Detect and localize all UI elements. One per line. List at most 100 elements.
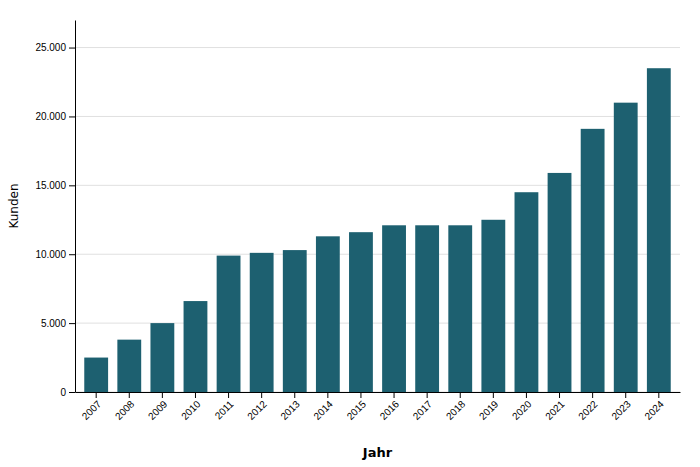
axis-line (75, 21, 76, 393)
bar (448, 225, 472, 392)
bar (382, 225, 406, 392)
y-tick-mark (69, 392, 75, 393)
x-tick: 2015 (345, 392, 369, 422)
x-tick: 2023 (609, 392, 633, 422)
y-tick: 5.000 (41, 318, 75, 329)
y-axis: 0 5.000 10.000 15.000 20.000 25.000 (35, 21, 75, 398)
x-tick: 2021 (543, 392, 567, 422)
x-tick-mark (162, 392, 163, 398)
y-tick-label: 25.000 (35, 42, 66, 53)
x-tick-label: 2015 (345, 398, 369, 422)
x-tick-label: 2021 (543, 398, 567, 422)
bar (647, 68, 671, 392)
y-tick-label: 0 (60, 387, 66, 398)
x-tick-mark (261, 392, 262, 398)
x-tick-mark (625, 392, 626, 398)
x-tick-mark (327, 392, 328, 398)
grid-line (75, 116, 680, 117)
bar (349, 232, 373, 392)
grid-line (75, 47, 680, 48)
bar (84, 358, 108, 392)
x-tick: 2012 (245, 392, 269, 422)
y-tick: 10.000 (35, 249, 75, 260)
bar (515, 192, 539, 392)
y-tick-mark (69, 185, 75, 186)
bar (614, 103, 638, 392)
bar (415, 225, 439, 392)
x-tick-mark (360, 392, 361, 398)
x-tick-mark (96, 392, 97, 398)
y-tick-mark (69, 48, 75, 49)
axis-line (76, 392, 681, 393)
grid (75, 48, 680, 392)
y-tick: 0 (60, 387, 75, 398)
y-tick-mark (69, 116, 75, 117)
y-tick-label: 10.000 (35, 249, 66, 260)
x-tick-mark (195, 392, 196, 398)
x-tick-mark (592, 392, 593, 398)
x-tick-label: 2013 (278, 398, 302, 422)
x-tick-label: 2014 (311, 398, 335, 422)
x-tick: 2019 (477, 392, 501, 422)
x-tick-mark (559, 392, 560, 398)
x-tick-label: 2008 (113, 398, 137, 422)
x-axis-title: Jahr (362, 445, 393, 460)
bar (283, 250, 307, 392)
y-tick-mark (69, 254, 75, 255)
x-tick-mark (526, 392, 527, 398)
x-tick-label: 2012 (245, 398, 269, 422)
x-tick-label: 2016 (378, 398, 402, 422)
x-tick: 2007 (80, 392, 104, 422)
x-tick-label: 2022 (576, 398, 600, 422)
bar (316, 236, 340, 392)
x-tick-label: 2023 (609, 398, 633, 422)
x-tick: 2016 (378, 392, 402, 422)
x-tick-mark (460, 392, 461, 398)
y-tick-label: 15.000 (35, 180, 66, 191)
bar (217, 256, 241, 392)
bar (481, 220, 505, 392)
x-tick: 2010 (179, 392, 203, 422)
x-tick-label: 2011 (213, 398, 236, 421)
bar (184, 301, 208, 392)
x-tick: 2017 (411, 392, 435, 422)
x-tick: 2009 (146, 392, 170, 422)
y-tick-mark (69, 323, 75, 324)
y-tick: 25.000 (35, 42, 75, 53)
bars (84, 68, 670, 392)
x-tick-mark (427, 392, 428, 398)
bar (150, 323, 174, 392)
x-tick-mark (493, 392, 494, 398)
x-tick-mark (394, 392, 395, 398)
y-tick: 20.000 (35, 111, 75, 122)
x-tick: 2011 (213, 392, 236, 421)
bar (548, 173, 572, 392)
x-tick-label: 2019 (477, 398, 501, 422)
chart: 2007 2008 2009 2010 2011 2012 2013 2014 2015 2016… (0, 0, 700, 467)
x-tick-label: 2020 (510, 398, 534, 422)
bar (581, 129, 605, 392)
x-tick-label: 2017 (411, 398, 435, 422)
x-tick-mark (228, 392, 229, 398)
x-tick: 2022 (576, 392, 600, 422)
x-tick: 2018 (444, 392, 468, 422)
x-tick-mark (129, 392, 130, 398)
x-tick: 2013 (278, 392, 302, 422)
x-tick: 2020 (510, 392, 534, 422)
x-tick: 2024 (642, 392, 666, 422)
x-tick-mark (294, 392, 295, 398)
x-tick: 2008 (113, 392, 137, 422)
x-tick-mark (658, 392, 659, 398)
x-tick-label: 2018 (444, 398, 468, 422)
bar (117, 340, 141, 392)
plot: 2007 2008 2009 2010 2011 2012 2013 2014 2015 2016… (35, 21, 680, 422)
x-axis: 2007 2008 2009 2010 2011 2012 2013 2014 2015 2016… (76, 392, 681, 422)
x-tick-label: 2009 (146, 398, 170, 422)
y-tick-label: 5.000 (41, 318, 66, 329)
x-tick-label: 2024 (642, 398, 666, 422)
x-tick-label: 2007 (80, 398, 104, 422)
y-tick-label: 20.000 (35, 111, 66, 122)
bar (250, 253, 274, 392)
x-tick-label: 2010 (179, 398, 203, 422)
x-tick: 2014 (311, 392, 335, 422)
